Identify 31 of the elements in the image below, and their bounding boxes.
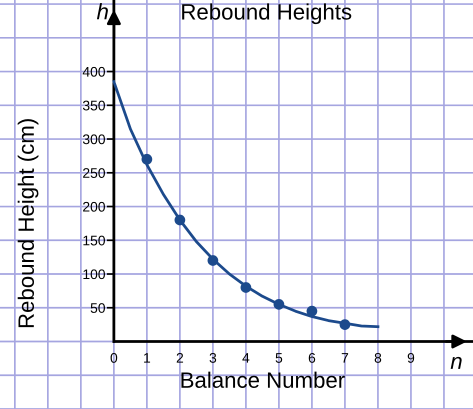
x-tick-label: 0 — [110, 352, 118, 363]
x-tick-label: 5 — [276, 353, 282, 363]
annotation: h — [96, 3, 108, 20]
point — [208, 255, 218, 266]
annotation: n — [450, 356, 462, 369]
chart-title: Rebound Heights — [182, 3, 352, 24]
point — [142, 154, 152, 165]
x-tick-label: 8 — [374, 352, 382, 363]
point — [240, 282, 252, 293]
y-tick-label: 400 — [82, 66, 105, 77]
y-tick-label: 350 — [82, 100, 105, 110]
x-axis-title: Balance Number — [181, 372, 345, 388]
y-axis-title: Rebound Height (cm) — [18, 119, 38, 328]
y-tick-label: 200 — [83, 202, 105, 212]
x-tick-label: 7 — [342, 353, 348, 363]
point — [174, 214, 186, 226]
point — [274, 299, 284, 310]
x-tick-label: 6 — [308, 352, 316, 363]
line-series — [112, 80, 380, 328]
x-tick-label: 3 — [210, 352, 216, 363]
x-tick-label: 1 — [144, 353, 150, 363]
y-tick-label: 50 — [90, 303, 105, 313]
y-tick-label: 300 — [82, 134, 105, 144]
point — [306, 306, 318, 316]
x-tick-label: 9 — [408, 352, 414, 363]
y-tick-label: 250 — [83, 168, 105, 178]
y-tick-label: 150 — [83, 236, 105, 246]
y-tick-label: 100 — [83, 269, 105, 280]
x-tick-label: 4 — [242, 353, 250, 363]
point — [340, 319, 350, 330]
x-tick-label: 2 — [176, 352, 184, 363]
